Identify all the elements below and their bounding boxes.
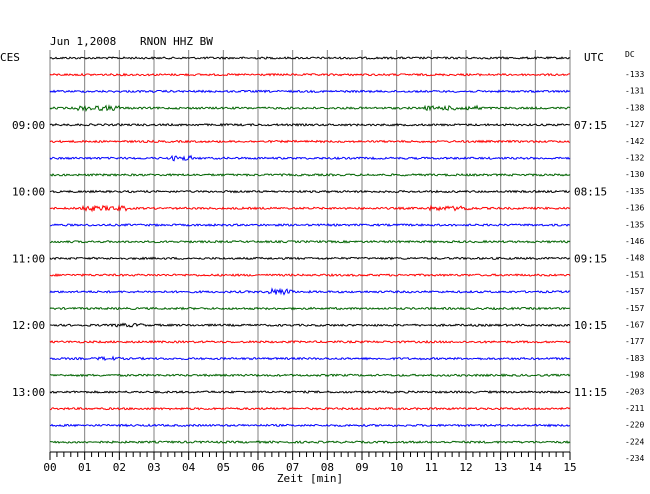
right-time-label: 09:15 xyxy=(574,252,607,265)
grid xyxy=(49,50,571,452)
x-tick-label: 11 xyxy=(425,461,438,474)
left-time-label: 11:00 xyxy=(12,252,45,265)
trace-line xyxy=(49,273,571,278)
dc-offset-label: -198 xyxy=(625,371,644,380)
left-time-label: 13:00 xyxy=(12,386,45,399)
right-time-label: 11:15 xyxy=(574,386,607,399)
dc-offset-label: -132 xyxy=(625,154,644,163)
trace-line xyxy=(49,239,571,244)
trace-line xyxy=(50,223,571,227)
trace-line xyxy=(49,56,571,60)
dc-offset-label: -220 xyxy=(625,421,644,430)
traces xyxy=(49,56,571,445)
dc-offset-label: -167 xyxy=(625,321,644,330)
right-time-label: 07:15 xyxy=(574,119,607,132)
trace-line xyxy=(49,154,571,162)
x-tick-label: 12 xyxy=(459,461,472,474)
trace-line xyxy=(49,256,571,261)
trace-line xyxy=(49,406,571,411)
x-tick-label: 04 xyxy=(182,461,196,474)
trace-line xyxy=(49,339,571,344)
dc-offset-label: -142 xyxy=(625,137,644,146)
trace-line xyxy=(49,122,571,127)
x-tick-label: 03 xyxy=(147,461,160,474)
trace-line xyxy=(49,355,571,361)
trace-line xyxy=(49,189,571,194)
trace-line xyxy=(49,287,571,296)
x-tick-label: 07 xyxy=(286,461,299,474)
dc-offset-label: -224 xyxy=(625,437,644,446)
dc-offset-label: -211 xyxy=(625,404,644,413)
dc-offset-label: -183 xyxy=(625,354,644,363)
dc-label: DC xyxy=(625,50,635,59)
labels: -133 -131 -138 -127 -142 -132 -130 -135 -136 -135… xyxy=(12,70,644,463)
left-timezone: CES xyxy=(0,51,20,64)
trace-line xyxy=(49,72,571,77)
trace-line xyxy=(49,440,571,445)
right-timezone: UTC xyxy=(584,51,604,64)
x-tick-label: 09 xyxy=(355,461,368,474)
x-tick-label: 10 xyxy=(390,461,403,474)
x-tick-label: 00 xyxy=(43,461,56,474)
dc-offset-label: -203 xyxy=(625,387,644,396)
dc-offset-label: -135 xyxy=(625,187,644,196)
dc-offset-label: -135 xyxy=(625,220,644,229)
right-time-label: 10:15 xyxy=(574,319,607,332)
x-tick-label: 06 xyxy=(251,461,264,474)
trace-line xyxy=(49,104,571,112)
trace-line xyxy=(49,204,571,213)
x-tick-label: 14 xyxy=(529,461,543,474)
dc-offset-label: -131 xyxy=(625,87,644,96)
x-tick-label: 13 xyxy=(494,461,507,474)
x-tick-label: 05 xyxy=(217,461,230,474)
trace-line xyxy=(49,172,571,177)
trace-line xyxy=(49,322,571,328)
dc-offset-label: -151 xyxy=(625,270,644,279)
header-date: Jun 1,2008 xyxy=(50,35,116,48)
dc-offset-label: -148 xyxy=(625,254,644,263)
dc-offset-label: -133 xyxy=(625,70,644,79)
left-time-label: 09:00 xyxy=(12,119,45,132)
dc-offset-label: -136 xyxy=(625,204,644,213)
dc-offset-label: -234 xyxy=(625,454,644,463)
left-time-label: 10:00 xyxy=(12,186,45,199)
dc-offset-label: -130 xyxy=(625,170,644,179)
trace-line xyxy=(49,390,571,394)
dc-offset-label: -138 xyxy=(625,103,644,112)
dc-offset-label: -157 xyxy=(625,287,644,296)
x-axis: 00 01 02 03 04 05 06 07 08 09 10 11 12 13 14 15 xyxy=(43,451,577,474)
x-tick-label: 02 xyxy=(113,461,126,474)
header-station: RNON HHZ BW xyxy=(140,35,213,48)
trace-line xyxy=(49,139,571,144)
dc-offset-label: -177 xyxy=(625,337,644,346)
dc-offset-label: -146 xyxy=(625,237,644,246)
dc-offset-label: -127 xyxy=(625,120,644,129)
x-axis-label: Zeit [min] xyxy=(277,472,343,485)
x-tick-label: 08 xyxy=(321,461,334,474)
left-time-label: 12:00 xyxy=(12,319,45,332)
trace-line xyxy=(49,373,571,378)
x-tick-label: 15 xyxy=(563,461,576,474)
dc-offset-label: -157 xyxy=(625,304,644,313)
trace-line xyxy=(49,423,571,428)
x-tick-label: 01 xyxy=(78,461,91,474)
trace-line xyxy=(49,306,571,311)
trace-line xyxy=(49,89,571,94)
right-time-label: 08:15 xyxy=(574,186,607,199)
